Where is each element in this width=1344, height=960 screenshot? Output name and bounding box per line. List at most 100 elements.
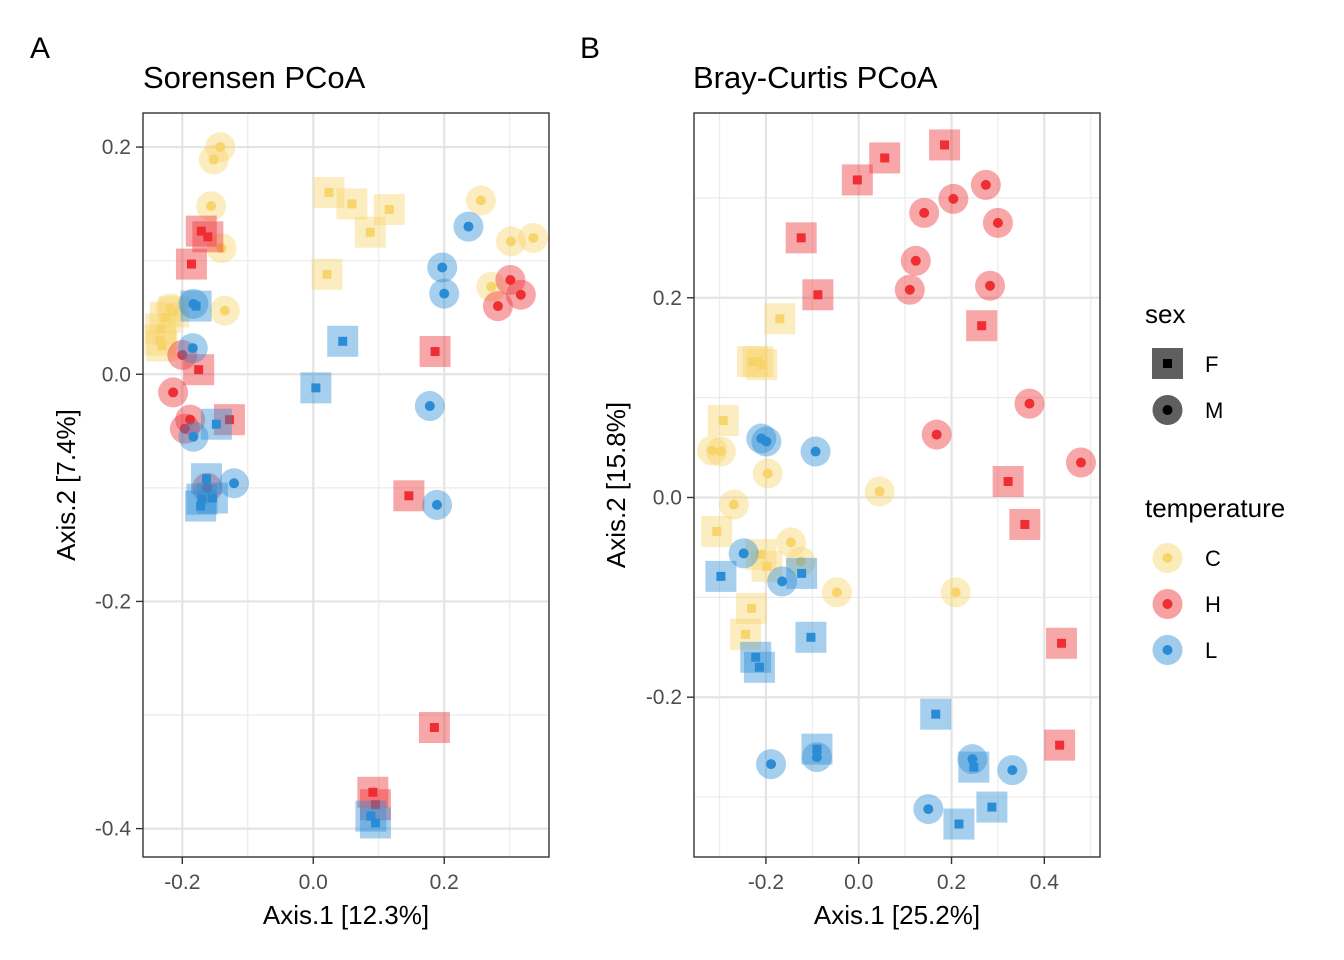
panel-b-point-circle-H [970, 169, 1001, 200]
panel-a-point-square-L [200, 408, 232, 440]
panel-a-point-square-H [359, 789, 391, 821]
panel-b: B Bray-Curtis PCoA -0.2 0.0 0.2 0.4 -0.2 0.0 0… [580, 32, 1101, 930]
panel-b-title: Bray-Curtis PCoA [693, 60, 938, 95]
panel-b-point-circle-C [718, 489, 749, 520]
point-core [429, 723, 439, 733]
panel-b-point-square-C [701, 515, 733, 547]
legend-sex-m: M [1152, 395, 1223, 425]
panel-b-point-square-C [751, 550, 783, 582]
point-core [211, 419, 221, 429]
panel-b-xtick-label: 0.4 [1030, 871, 1060, 894]
panel-b-point-circle-C [775, 527, 806, 558]
legend-temp-c: C [1152, 543, 1221, 573]
legend-sex-m-label: M [1205, 398, 1223, 423]
panel-a-point-square-H [419, 336, 451, 368]
panel-a-point-circle-L [178, 421, 209, 452]
point-core [738, 548, 749, 559]
point-core [1024, 398, 1035, 409]
panel-a-ylabel: Axis.2 [7.4%] [51, 409, 81, 561]
panel-a-ytick-label: -0.2 [95, 590, 131, 613]
panel-b-point-square-L [743, 651, 775, 683]
point-core [177, 349, 188, 360]
point-core [777, 576, 788, 587]
point-core [715, 446, 726, 457]
panel-a-point-square-C [336, 188, 368, 220]
point-core [202, 474, 212, 484]
panel-b-point-square-L [920, 698, 952, 730]
point-core [757, 360, 767, 370]
point-core [718, 416, 728, 426]
point-core [437, 262, 448, 273]
point-core [384, 205, 394, 215]
point-core [229, 478, 240, 489]
point-core [370, 800, 380, 810]
point-core [202, 482, 213, 493]
point-core [486, 281, 497, 292]
panel-b-point-circle-H [900, 245, 931, 276]
point-core [977, 321, 987, 331]
point-core [931, 429, 942, 440]
point-core [424, 401, 435, 412]
legend-square-core [1163, 359, 1172, 368]
panel-b-point-square-L [786, 557, 818, 589]
panel-a-point-square-C [311, 258, 343, 290]
panel-b-point-circle-L [800, 436, 831, 467]
panel-a-point-square-C [146, 330, 178, 362]
panel-b-point-square-C [746, 349, 778, 381]
panel-a-point-circle-H [505, 279, 536, 310]
point-core [954, 819, 964, 829]
panel-b-point-circle-H [894, 274, 925, 305]
panel-a-point-square-C [373, 194, 405, 226]
panel-a-point-circle-L [427, 252, 458, 283]
legend-c-core [1162, 553, 1173, 563]
point-core [756, 549, 766, 559]
point-core [196, 501, 206, 511]
panel-a-point-circle-L [429, 278, 460, 309]
panel-a-point-circle-C [476, 271, 507, 302]
point-core [806, 632, 816, 642]
point-core [370, 818, 380, 828]
point-core [191, 301, 201, 311]
panel-a-point-square-H [393, 480, 425, 512]
panel-b-point-square-H [869, 142, 901, 174]
panel-b-point-square-C [745, 538, 777, 570]
panel-a-ticks: -0.2 0.0 0.2 -0.4 -0.2 0.0 0.2 [95, 136, 459, 894]
panel-a-label: A [30, 32, 50, 65]
point-core [366, 811, 376, 821]
panel-a-ytick-label: 0.0 [102, 363, 131, 386]
panel-a-point-square-C [144, 324, 176, 356]
panel-a-point-square-L [359, 807, 391, 839]
panel-b-label: B [580, 32, 600, 65]
panel-a-point-circle-L [422, 489, 453, 520]
point-core [747, 603, 757, 613]
point-core [931, 709, 941, 719]
panel-b-point-square-L [705, 560, 737, 592]
point-core [910, 255, 921, 266]
point-core [796, 233, 806, 243]
panel-b-point-circle-H [982, 207, 1013, 238]
panel-a-point-square-L [300, 372, 332, 404]
point-core [215, 142, 226, 153]
panel-a-point-square-L [355, 800, 387, 832]
point-core [157, 341, 167, 351]
point-core [728, 499, 739, 510]
panel-b-xtick-label: -0.2 [748, 871, 784, 894]
panel-a-xtick-label: -0.2 [164, 871, 200, 894]
legend-temp-l: L [1152, 635, 1217, 665]
point-core [206, 201, 217, 212]
panel-b-point-circle-H [921, 419, 952, 450]
point-core [224, 415, 234, 425]
panel-b-point-square-H [1045, 627, 1077, 659]
legend-temp-h: H [1152, 589, 1221, 619]
point-core [432, 499, 443, 510]
panel-a-point-square-C [313, 177, 345, 209]
panel-b-point-circle-C [697, 435, 728, 466]
panel-b-xtick-label: 0.2 [937, 871, 966, 894]
panel-a-title: Sorensen PCoA [143, 60, 366, 95]
panel-b-point-circle-C [821, 577, 852, 608]
panel-a-point-square-H [192, 221, 224, 253]
point-core [785, 537, 796, 548]
point-core [812, 744, 822, 754]
panel-b-border [693, 112, 1101, 858]
